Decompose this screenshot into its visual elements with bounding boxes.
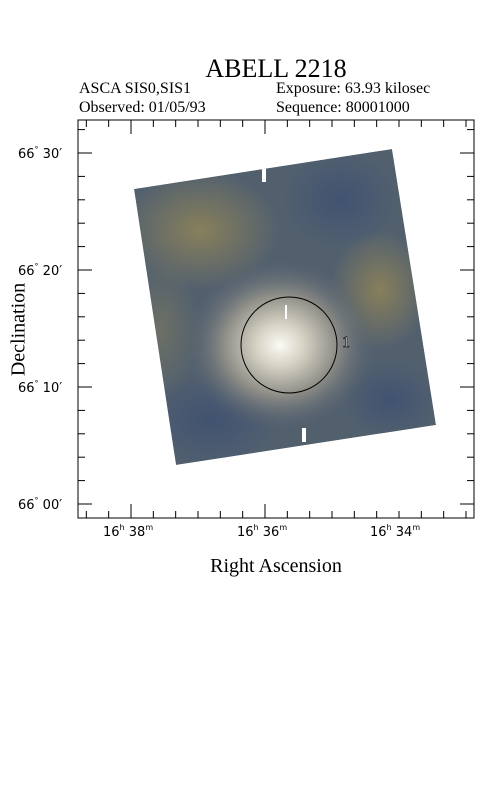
plot-title: ABELL 2218 [205,54,347,83]
source-circle [240,296,338,394]
x-tick-label: 16h 36m [237,523,287,540]
instrument-label: ASCA SIS0,SIS1 [79,80,192,97]
exposure-label: Exposure: 63.93 kilosec [276,80,431,97]
x-tick-label: 16h 38m [103,523,153,540]
y-tick-label: 66° 20′ [18,262,62,279]
y-axis-label: Declination [7,282,30,377]
y-tick-labels: 66° 30′ 66° 20′ 66° 10′ 66° 00′ [18,145,62,513]
x-tick-label: 16h 34m [370,523,420,540]
axis-ticks [78,120,474,518]
observed-date: Observed: 01/05/93 [79,99,206,116]
x-tick-labels: 16h 38m 16h 36m 16h 34m [103,523,420,540]
y-tick-label: 66° 30′ [18,145,62,162]
source-label: 1 [342,334,350,351]
xray-image [134,149,436,465]
plot-frame [77,119,475,519]
x-axis-label: Right Ascension [210,555,342,577]
y-tick-label: 66° 10′ [18,379,62,396]
y-tick-label: 66° 00′ [18,496,62,513]
sequence-label: Sequence: 80001000 [276,99,410,116]
